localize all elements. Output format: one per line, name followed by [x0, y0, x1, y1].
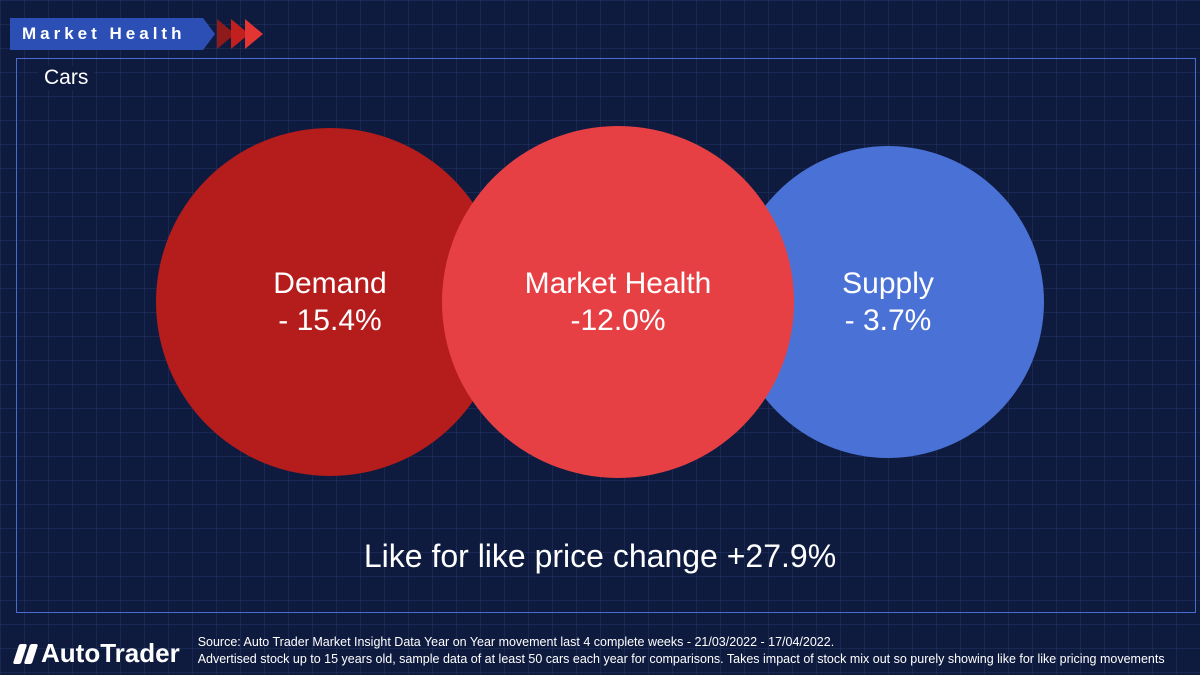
circles-chart: Demand- 15.4% Market Health-12.0% Supply- … [0, 112, 1200, 492]
metric-value: -12.0% [570, 302, 665, 340]
chevron-group [221, 19, 263, 49]
metric-label: Market Health [525, 265, 712, 303]
header-badge-text: Market Health [22, 24, 185, 43]
section-title: Cars [38, 66, 94, 90]
metric-value: - 3.7% [845, 302, 932, 340]
logo-text: AutoTrader [41, 638, 180, 669]
metric-label: Supply [842, 265, 934, 303]
price-change-text: Like for like price change +27.9% [0, 538, 1200, 575]
brand-logo: AutoTrader [16, 634, 180, 669]
metric-label: Demand [273, 265, 386, 303]
footer: AutoTrader Source: Auto Trader Market In… [16, 634, 1192, 669]
metric-value: - 15.4% [278, 302, 381, 340]
header-badge-wrap: Market Health [10, 18, 263, 50]
header-badge: Market Health [10, 18, 203, 50]
chevron-icon [245, 19, 263, 49]
metric-circle: Market Health-12.0% [442, 126, 794, 478]
source-text: Source: Auto Trader Market Insight Data … [198, 634, 1192, 668]
logo-bars-icon [16, 644, 35, 664]
